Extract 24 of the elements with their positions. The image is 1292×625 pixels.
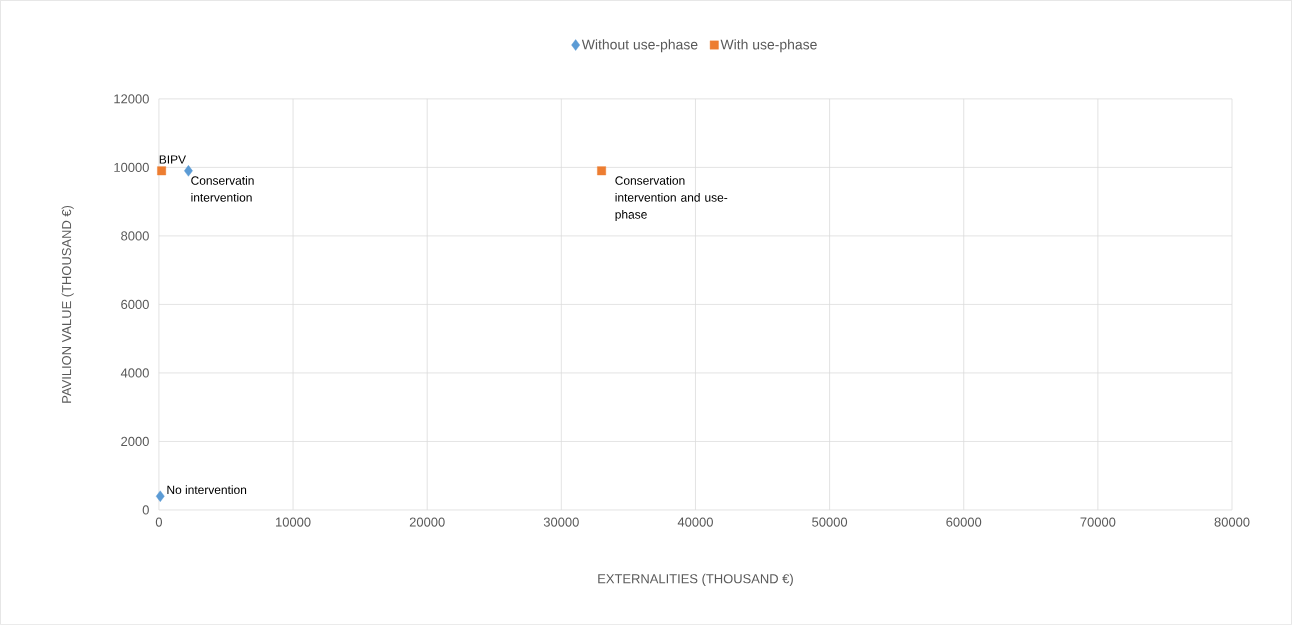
y-tick-label: 2000 (121, 436, 149, 447)
legend-label: Without use-phase (581, 39, 698, 53)
y-tick-label: 4000 (120, 368, 149, 378)
x-tick-label: 40000 (677, 517, 713, 527)
annotation: Conservation intervention and use-phase (615, 176, 728, 222)
x-tick-label: 60000 (946, 517, 982, 527)
y-tick-label: 8000 (121, 231, 149, 241)
x-tick-label: 70000 (1080, 517, 1116, 527)
x-axis-title: EXTERNALITIES (THOUSAND €) (598, 573, 793, 586)
annotation: Conservatin intervention (191, 176, 254, 202)
x-tick-label: 10000 (276, 517, 311, 527)
y-tick-label: 12000 (114, 94, 149, 104)
x-tick-label: 50000 (812, 517, 848, 527)
y-tick-label: 10000 (114, 162, 149, 173)
y-axis-title: PAVILION VALUE (THOUSAND €) (61, 205, 74, 403)
legend-label: With use-phase (720, 39, 817, 53)
annotation: No intervention (167, 485, 247, 495)
x-tick-label: 0 (155, 517, 163, 527)
y-tick-label: 6000 (121, 299, 149, 310)
x-tick-label: 20000 (409, 517, 445, 527)
x-tick-label: 80000 (1214, 517, 1250, 527)
y-tick-label: 0 (142, 505, 149, 515)
x-tick-label: 30000 (543, 517, 579, 527)
annotation: BIPV (159, 155, 186, 164)
